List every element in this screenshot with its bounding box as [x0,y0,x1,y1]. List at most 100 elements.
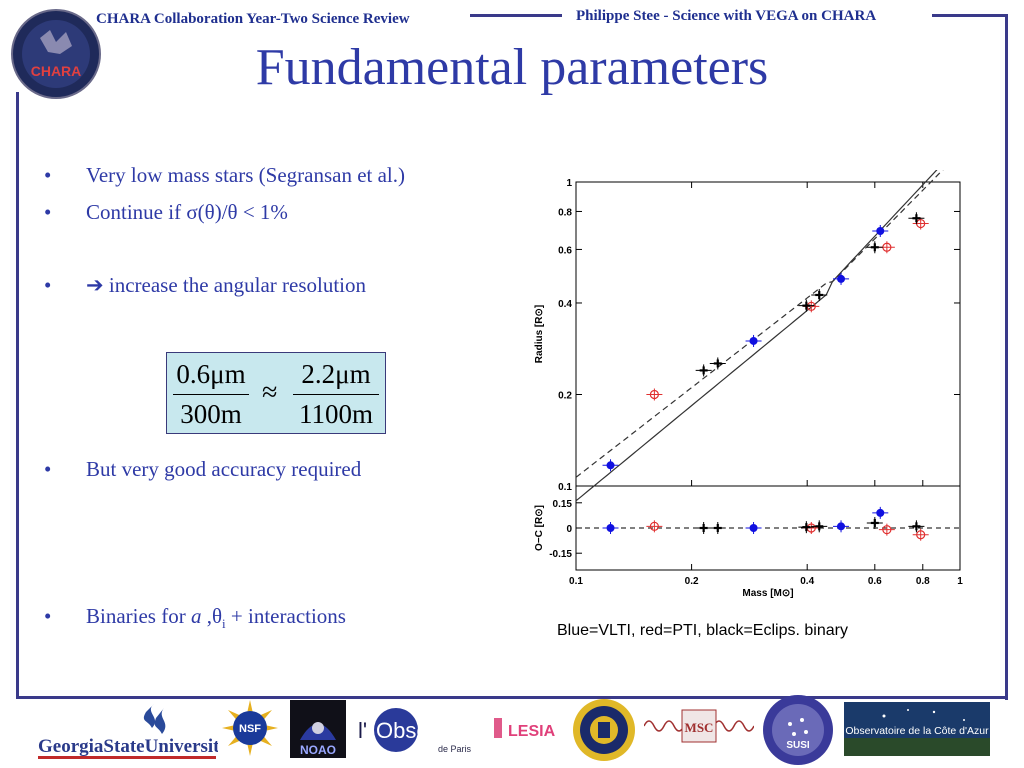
observatoire-sub-text: de Paris [438,744,472,754]
x-tick-label: 0.6 [868,576,882,587]
data-point-radius [709,357,726,370]
frame-right-line [1005,14,1008,700]
x-tick-label: 0.2 [685,576,699,587]
y-tick-label: 0.1 [558,482,572,493]
msc-text: MSC [685,720,714,735]
y-tick-label: 1 [566,178,572,189]
arrow-icon: ➔ [86,273,104,297]
residual-tick-label: 0.15 [553,499,573,510]
data-point-residual [695,522,712,534]
university-michigan-seal [573,699,635,761]
data-point-residual [811,520,828,533]
data-point-residual [872,506,889,519]
bullet-angular-resolution: • ➔ increase the angular resolution [44,273,366,298]
bullet-text-suffix: + interactions [225,604,346,628]
chart-model-lines [575,170,944,502]
susi-logo: SUSI [763,695,833,765]
data-point-radius [872,224,889,237]
data-point-radius [866,241,883,254]
y-tick-label: 0.6 [558,245,572,256]
frame-top-line [470,14,562,17]
bullet-marker: • [44,457,52,481]
mass-radius-chart: 0.1 0.2 0.4 0.6 0.8 1 0.1 0.2 0.4 0.6 0.8 1 0.15 0 -0.… [534,170,963,599]
point-marker [749,336,758,345]
resolution-formula: 0.6μm 300m ≈ 2.2μm 1100m [166,352,386,434]
formula-left-fraction: 0.6μm 300m [173,357,249,430]
data-point-residual [709,522,726,534]
chart-caption: Blue=VLTI, red=PTI, black=Eclips. binary [557,622,848,639]
nsf-text: NSF [239,723,261,735]
susi-text: SUSI [786,740,810,751]
svg-text:CHARA: CHARA [31,63,82,79]
chart-points [602,212,929,541]
bullet-marker: • [44,163,52,187]
data-point-residual [833,520,850,533]
data-point-radius [908,212,925,225]
point-marker [882,525,892,535]
data-point-residual [646,520,663,533]
data-point-residual [912,528,929,541]
formula-approx-sign: ≈ [262,377,278,408]
nsf-logo: NSF [222,700,278,756]
bullet-text-subscript: i [222,616,226,632]
data-point-radius [811,288,828,301]
x-tick-label: 0.4 [800,576,814,587]
y-tick-label: 0.8 [558,207,572,218]
bullet-text: But very good accuracy required [86,457,362,481]
msc-logo: MSC [644,709,754,743]
x-axis-label: Mass [M⊙] [742,588,793,599]
bullet-marker: • [44,200,52,224]
bullet-binaries: • Binaries for a ,θi + interactions [44,604,346,632]
model-curve-solid [575,170,938,502]
bullet-low-mass-stars: • Very low mass stars (Segransan et al.) [44,163,405,188]
x-tick-label: 1 [957,576,963,587]
chart-axes: 0.1 0.2 0.4 0.6 0.8 1 0.1 0.2 0.4 0.6 0.8 1 0.15 0 -0.… [534,178,963,599]
y-axis-label: Radius [R⊙] [534,305,545,363]
data-point-residual [908,520,925,533]
noao-text: NOAO [300,743,336,757]
point-marker [876,226,885,235]
bullet-text: increase the angular resolution [108,273,367,297]
radius-panel-frame [575,181,961,487]
bullet-text: Very low mass stars (Segransan et al.) [86,163,405,187]
point-marker [749,524,758,532]
formula-left-numerator: 0.6μm [173,357,249,395]
formula-right-numerator: 2.2μm [293,357,379,395]
gsu-text: GeorgiaStateUniversity [38,736,218,757]
speaker-title: Philippe Stee - Science with VEGA on CHA… [576,8,877,24]
residual-tick-label: 0 [566,524,572,535]
observatoire-text: Observatoire [376,718,488,743]
data-point-radius [602,459,619,472]
data-point-residual [745,522,762,534]
formula-right-denominator: 1100m [299,399,373,429]
y-tick-label: 0.4 [558,299,572,310]
bullet-text-prefix: Binaries for [86,604,191,628]
data-point-residual [878,523,895,536]
residual-axis-label: O−C [R⊙] [534,505,545,551]
slide-title: Fundamental parameters [255,39,769,96]
frame-bottom-line [16,696,1008,699]
data-point-residual [798,521,815,534]
point-marker [916,530,926,540]
data-point-radius [912,217,929,230]
point-marker [606,524,615,532]
model-curve-dashed [575,170,944,478]
y-tick-label: 0.2 [558,390,572,401]
observatoire-l-text: l' [358,718,367,743]
frame-top-right-line [932,14,1008,17]
georgia-state-logo: GeorgiaStateUniversity [38,704,218,759]
bullet-text: Continue if σ(θ)/θ < 1% [86,200,288,224]
point-marker [649,389,659,400]
x-tick-label: 0.8 [916,576,930,587]
residual-tick-label: -0.15 [549,549,572,560]
noao-logo: NOAO [290,700,346,758]
point-marker [606,461,615,470]
point-marker [837,274,846,283]
bullet-marker: • [44,273,52,297]
data-point-radius [833,272,850,285]
bullet-text-theta: ,θ [201,604,223,628]
data-point-residual [866,516,883,529]
lesia-logo: LESIA [494,718,556,740]
collab-title: CHARA Collaboration Year-Two Science Rev… [96,11,410,27]
data-point-residual [602,522,619,534]
